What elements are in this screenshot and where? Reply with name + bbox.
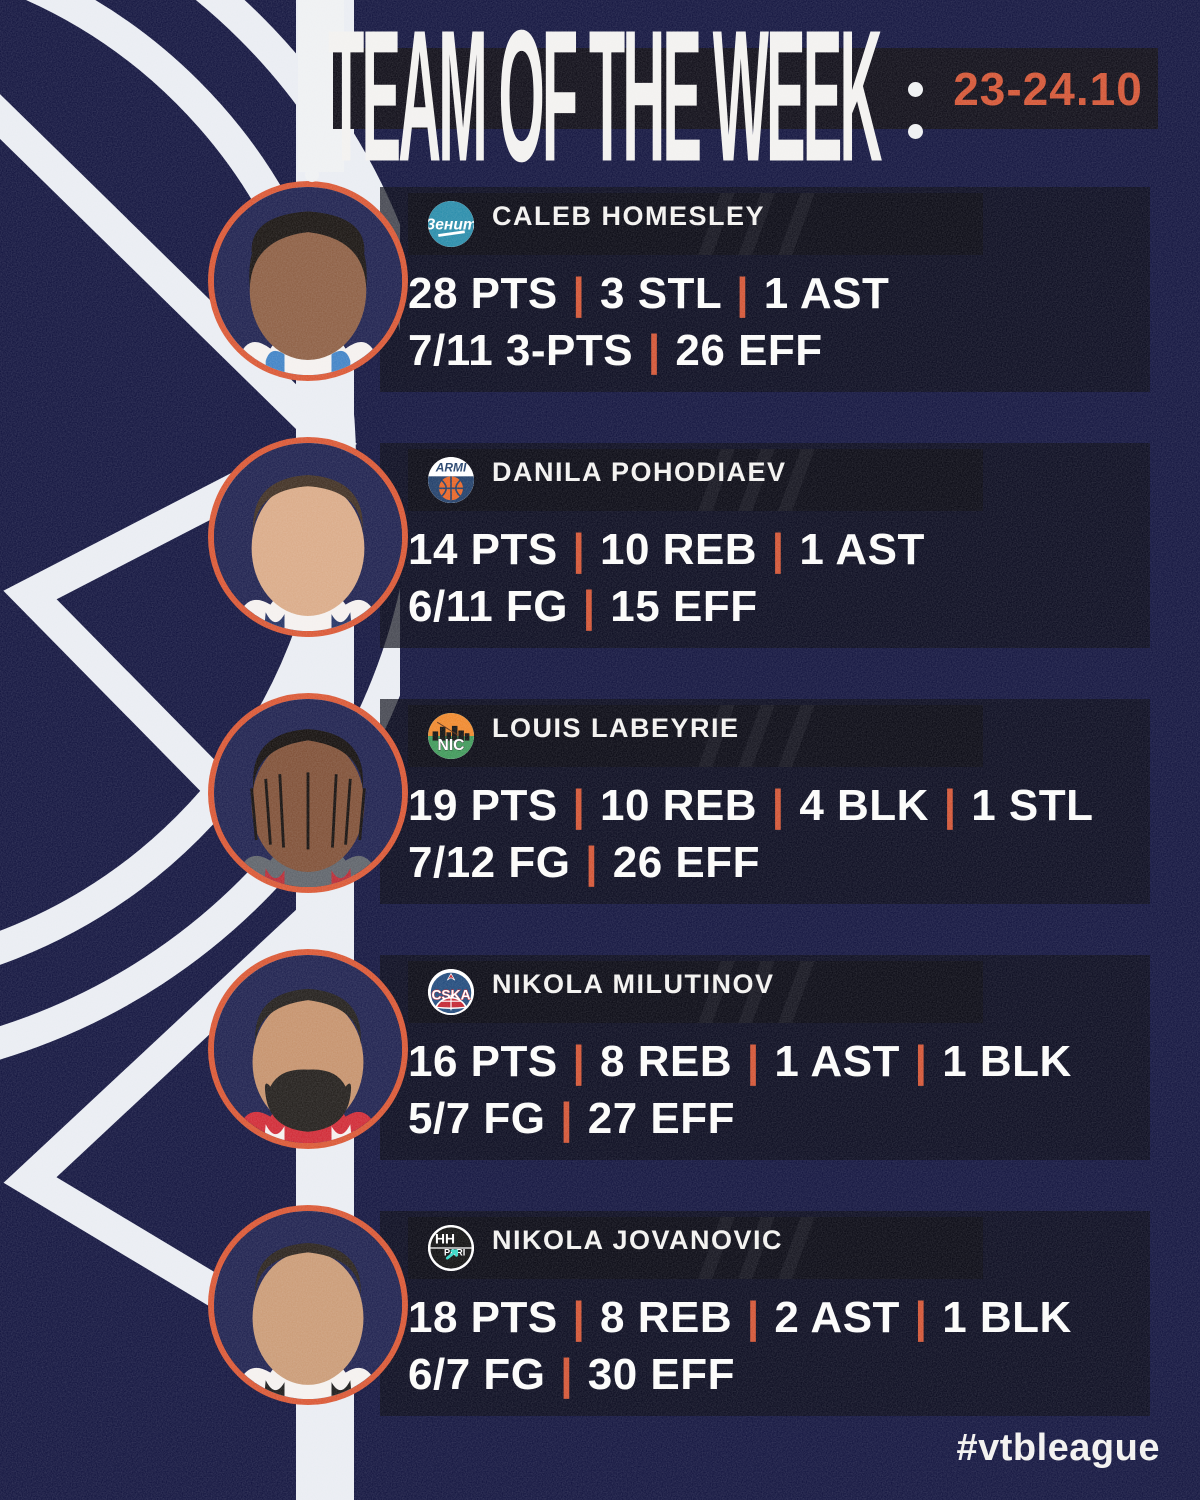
svg-text:HH: HH: [435, 1231, 455, 1246]
svg-text:Зенит: Зенит: [428, 217, 474, 234]
svg-text:NIC: NIC: [438, 737, 465, 754]
svg-text:ARMI: ARMI: [435, 461, 467, 475]
